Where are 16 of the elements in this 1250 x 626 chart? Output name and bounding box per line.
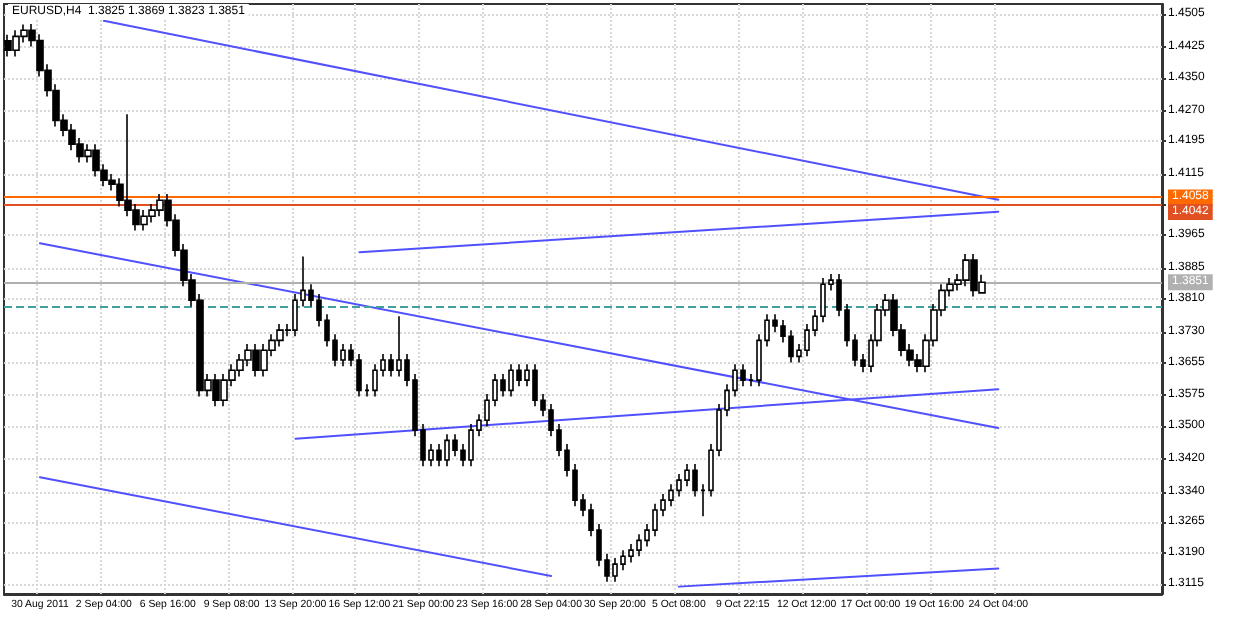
candlestick [452,433,458,458]
candlestick [140,209,148,232]
candlestick [92,143,100,178]
candlestick [532,363,538,408]
candlestick [396,315,402,378]
candlestick [684,463,690,488]
candlestick [444,433,450,467]
candlestick [252,343,260,378]
candlestick [508,363,514,398]
candlestick [156,193,164,218]
candlestick [12,29,20,58]
candlestick [276,323,284,348]
candlestick [212,373,220,408]
candlestick [970,253,978,298]
candlestick [612,557,618,583]
candlestick [4,33,12,58]
